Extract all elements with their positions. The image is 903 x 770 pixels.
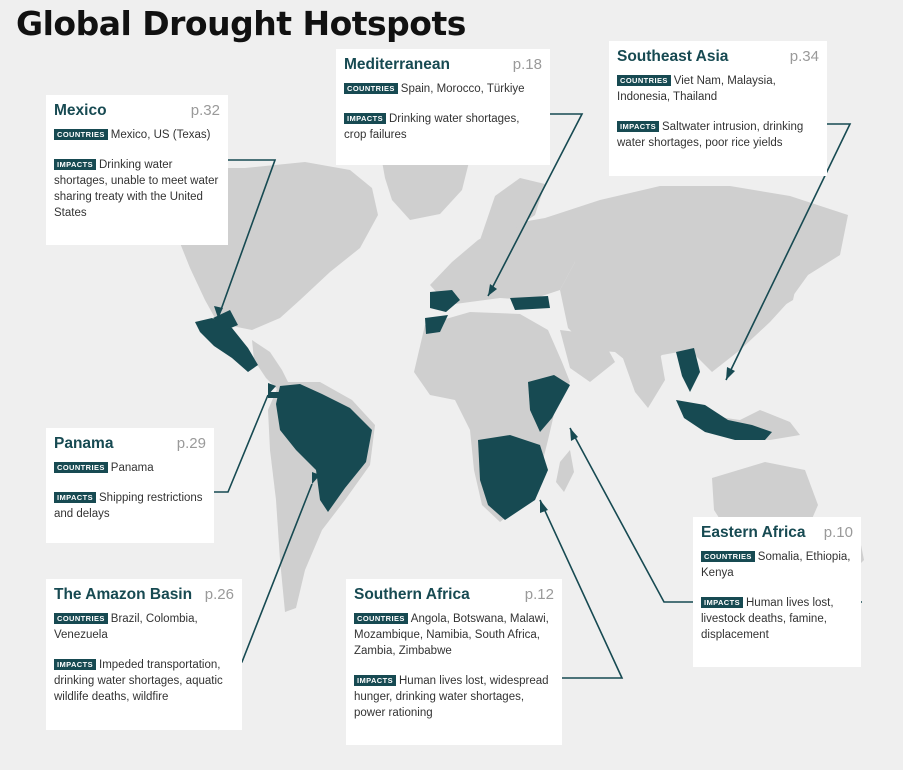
card-header: Mexico p.32 bbox=[54, 103, 220, 119]
countries-text: Brazil, Colombia, Venezuela bbox=[54, 613, 198, 641]
countries-row: COUNTRIES Spain, Morocco, Türkiye bbox=[344, 81, 542, 97]
countries-tag: COUNTRIES bbox=[344, 83, 398, 94]
impacts-row: IMPACTS Impeded transportation, drinking … bbox=[54, 657, 234, 705]
hotspot-card-amazon-basin[interactable]: The Amazon Basin p.26 COUNTRIES Brazil, C… bbox=[46, 579, 242, 730]
card-header: Eastern Africa p.10 bbox=[701, 525, 853, 541]
card-header: Southern Africa p.12 bbox=[354, 587, 554, 603]
countries-row: COUNTRIES Somalia, Ethiopia, Kenya bbox=[701, 549, 853, 581]
impacts-row: IMPACTS Shipping restrictions and delays bbox=[54, 490, 206, 522]
arrow-head-amazon bbox=[312, 472, 320, 484]
hotspot-name: Southern Africa bbox=[354, 586, 470, 603]
impacts-tag: IMPACTS bbox=[701, 597, 743, 608]
texas-region bbox=[213, 310, 238, 330]
japan-land bbox=[783, 262, 800, 306]
impacts-text: Shipping restrictions and delays bbox=[54, 492, 203, 520]
impacts-tag: IMPACTS bbox=[54, 659, 96, 670]
impacts-row: IMPACTS Drinking water shortages, crop fa… bbox=[344, 111, 542, 143]
card-header: The Amazon Basin p.26 bbox=[54, 587, 234, 603]
hotspot-card-mediterranean[interactable]: Mediterranean p.18 COUNTRIES Spain, Moroc… bbox=[336, 49, 550, 165]
countries-tag: COUNTRIES bbox=[701, 551, 755, 562]
hotspot-card-mexico[interactable]: Mexico p.32 COUNTRIES Mexico, US (Texas) … bbox=[46, 95, 228, 245]
eastern-africa-region bbox=[528, 375, 570, 432]
spain-region bbox=[430, 290, 460, 312]
page-reference[interactable]: p.18 bbox=[512, 56, 542, 73]
hotspot-name: Mediterranean bbox=[344, 56, 450, 73]
page-reference[interactable]: p.10 bbox=[823, 524, 853, 541]
hotspot-card-southeast-asia[interactable]: Southeast Asia p.34 COUNTRIES Viet Nam, M… bbox=[609, 41, 827, 176]
countries-text: Mexico, US (Texas) bbox=[110, 129, 211, 141]
impacts-tag: IMPACTS bbox=[354, 675, 396, 686]
page-reference[interactable]: p.34 bbox=[789, 48, 819, 65]
central-america-land bbox=[252, 340, 290, 392]
arrow-head-southeast-asia bbox=[726, 367, 735, 380]
arrow-head-mediterranean bbox=[488, 284, 497, 296]
countries-row: COUNTRIES Panama bbox=[54, 460, 206, 476]
hotspot-name: Mexico bbox=[54, 102, 107, 119]
countries-text: Panama bbox=[110, 462, 154, 474]
card-header: Panama p.29 bbox=[54, 436, 206, 452]
countries-tag: COUNTRIES bbox=[54, 129, 108, 140]
countries-row: COUNTRIES Brazil, Colombia, Venezuela bbox=[54, 611, 234, 643]
arrow-head-mexico bbox=[214, 306, 223, 318]
countries-tag: COUNTRIES bbox=[54, 462, 108, 473]
countries-text: Spain, Morocco, Türkiye bbox=[400, 83, 525, 95]
countries-row: COUNTRIES Mexico, US (Texas) bbox=[54, 127, 220, 143]
impacts-tag: IMPACTS bbox=[344, 113, 386, 124]
impacts-text: Human lives lost, widespread hunger, dri… bbox=[354, 675, 549, 719]
hotspot-name: Panama bbox=[54, 435, 114, 452]
mexico-region bbox=[195, 318, 258, 372]
card-header: Mediterranean p.18 bbox=[344, 57, 542, 73]
hotspot-card-southern-africa[interactable]: Southern Africa p.12 COUNTRIES Angola, Bo… bbox=[346, 579, 562, 745]
arrow-head-southern-africa bbox=[540, 500, 548, 513]
countries-tag: COUNTRIES bbox=[354, 613, 408, 624]
highlighted-regions bbox=[195, 290, 772, 520]
turkiye-region bbox=[510, 296, 550, 310]
hotspot-name: Southeast Asia bbox=[617, 48, 729, 65]
impacts-text: Drinking water shortages, crop failures bbox=[344, 113, 520, 141]
hotspot-card-panama[interactable]: Panama p.29 COUNTRIES Panama IMPACTS Shipp… bbox=[46, 428, 214, 543]
impacts-row: IMPACTS Human lives lost, livestock death… bbox=[701, 595, 853, 643]
countries-row: COUNTRIES Viet Nam, Malaysia, Indonesia, … bbox=[617, 73, 819, 105]
impacts-row: IMPACTS Saltwater intrusion, drinking wat… bbox=[617, 119, 819, 151]
arabia-land bbox=[560, 330, 615, 382]
impacts-tag: IMPACTS bbox=[617, 121, 659, 132]
countries-text: Angola, Botswana, Malawi, Mozambique, Na… bbox=[354, 613, 549, 657]
impacts-tag: IMPACTS bbox=[54, 492, 96, 503]
thailand-vietnam-region bbox=[676, 348, 700, 392]
scandinavia-land bbox=[480, 178, 545, 240]
impacts-tag: IMPACTS bbox=[54, 159, 96, 170]
europe-land bbox=[430, 218, 575, 305]
countries-row: COUNTRIES Angola, Botswana, Malawi, Mozam… bbox=[354, 611, 554, 659]
page-reference[interactable]: p.26 bbox=[204, 586, 234, 603]
india-land bbox=[620, 350, 665, 408]
malaysia-indonesia-region bbox=[676, 400, 772, 440]
amazon-region bbox=[276, 384, 372, 512]
countries-tag: COUNTRIES bbox=[54, 613, 108, 624]
card-header: Southeast Asia p.34 bbox=[617, 49, 819, 65]
arrow-head-panama bbox=[268, 383, 276, 395]
asia-land bbox=[545, 186, 848, 372]
morocco-region bbox=[425, 315, 448, 334]
hotspot-name: Eastern Africa bbox=[701, 524, 806, 541]
page-reference[interactable]: p.32 bbox=[190, 102, 220, 119]
hotspot-card-eastern-africa[interactable]: Eastern Africa p.10 COUNTRIES Somalia, Et… bbox=[693, 517, 861, 667]
madagascar-land bbox=[556, 450, 574, 492]
leader-arrowheads bbox=[214, 284, 735, 513]
impacts-row: IMPACTS Human lives lost, widespread hung… bbox=[354, 673, 554, 721]
page-reference[interactable]: p.29 bbox=[176, 435, 206, 452]
page-title: Global Drought Hotspots bbox=[16, 4, 466, 43]
countries-text: Somalia, Ethiopia, Kenya bbox=[701, 551, 851, 579]
page-reference[interactable]: p.12 bbox=[524, 586, 554, 603]
countries-text: Viet Nam, Malaysia, Indonesia, Thailand bbox=[617, 75, 776, 103]
impacts-text: Human lives lost, livestock deaths, fami… bbox=[701, 597, 834, 641]
arrow-head-eastern-africa bbox=[570, 428, 578, 441]
impacts-text: Saltwater intrusion, drinking water shor… bbox=[617, 121, 804, 149]
countries-tag: COUNTRIES bbox=[617, 75, 671, 86]
impacts-text: Drinking water shortages, unable to meet… bbox=[54, 159, 219, 219]
impacts-text: Impeded transportation, drinking water s… bbox=[54, 659, 223, 703]
southern-africa-region bbox=[478, 435, 548, 520]
hotspot-name: The Amazon Basin bbox=[54, 586, 193, 603]
impacts-row: IMPACTS Drinking water shortages, unable … bbox=[54, 157, 220, 221]
